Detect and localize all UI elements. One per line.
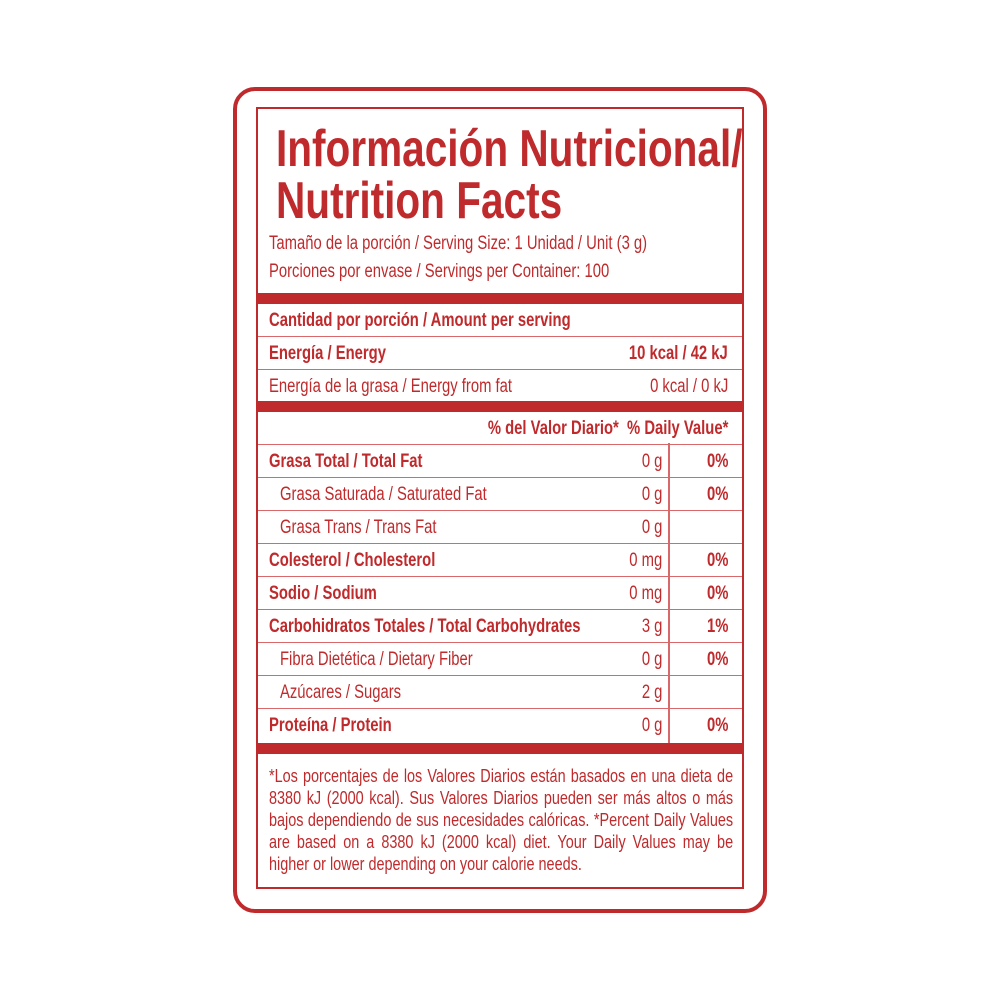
title-spanish: Información Nutricional/ <box>276 120 743 178</box>
nutrient-row: Proteína / Protein 0 g 0% <box>258 709 742 742</box>
nutrition-facts-panel: Información Nutricional/ Nutrition Facts… <box>256 107 744 889</box>
nutrient-amount: 0 g <box>641 715 662 736</box>
nutrient-label: Proteína / Protein <box>269 715 392 736</box>
nutrient-daily-value: 0% <box>706 649 728 670</box>
nutrient-amount: 0 g <box>641 451 662 472</box>
nutrient-row: Azúcares / Sugars 2 g <box>258 676 742 709</box>
nutrient-daily-value: 0% <box>706 715 728 736</box>
nutrient-row: Fibra Dietética / Dietary Fiber 0 g 0% <box>258 643 742 676</box>
nutrient-amount: 0 mg <box>629 583 662 604</box>
divider-bar <box>258 401 742 412</box>
nutrient-label: Sodio / Sodium <box>269 583 377 604</box>
nutrient-row: Colesterol / Cholesterol 0 mg 0% <box>258 544 742 577</box>
amount-per-serving-header: Cantidad por porción / Amount per servin… <box>258 304 742 337</box>
nutrient-label: Colesterol / Cholesterol <box>269 550 436 571</box>
nutrient-amount: 0 g <box>641 517 662 538</box>
daily-value-header: % del Valor Diario* % Daily Value* <box>258 412 742 445</box>
nutrient-amount: 0 g <box>641 649 662 670</box>
nutrient-daily-value: 0% <box>706 451 728 472</box>
nutrient-row: Carbohidratos Totales / Total Carbohydra… <box>258 610 742 643</box>
nutrient-label: Fibra Dietética / Dietary Fiber <box>280 649 473 670</box>
energy-from-fat-row: Energía de la grasa / Energy from fat 0 … <box>269 376 728 397</box>
divider-bar <box>258 743 742 754</box>
nutrient-row: Grasa Total / Total Fat 0 g 0% <box>258 445 742 478</box>
label-outer-border <box>233 87 767 913</box>
nutrient-amount: 0 mg <box>629 550 662 571</box>
nutrient-amount: 2 g <box>641 682 662 703</box>
nutrient-row: Grasa Saturada / Saturated Fat 0 g 0% <box>258 478 742 511</box>
nutrient-row: Grasa Trans / Trans Fat 0 g <box>258 511 742 544</box>
nutrient-daily-value: 0% <box>706 484 728 505</box>
column-divider <box>668 443 670 744</box>
nutrient-daily-value: 0% <box>706 583 728 604</box>
servings-per-container: Porciones por envase / Servings per Cont… <box>269 261 610 282</box>
nutrient-label: Grasa Trans / Trans Fat <box>280 517 437 538</box>
nutrient-label: Azúcares / Sugars <box>280 682 402 703</box>
nutrient-amount: 0 g <box>641 484 662 505</box>
nutrient-daily-value: 0% <box>706 550 728 571</box>
footnote: *Los porcentajes de los Valores Diarios … <box>269 765 734 874</box>
nutrient-daily-value: 1% <box>706 616 728 637</box>
nutrient-amount: 3 g <box>641 616 662 637</box>
divider-bar <box>258 293 742 304</box>
energy-row: Energía / Energy 10 kcal / 42 kJ <box>258 337 742 370</box>
title-english: Nutrition Facts <box>276 172 563 230</box>
nutrient-label: Carbohidratos Totales / Total Carbohydra… <box>269 616 581 637</box>
serving-size: Tamaño de la porción / Serving Size: 1 U… <box>269 233 648 254</box>
nutrient-label: Grasa Saturada / Saturated Fat <box>280 484 487 505</box>
nutrient-row: Sodio / Sodium 0 mg 0% <box>258 577 742 610</box>
nutrient-label: Grasa Total / Total Fat <box>269 451 423 472</box>
